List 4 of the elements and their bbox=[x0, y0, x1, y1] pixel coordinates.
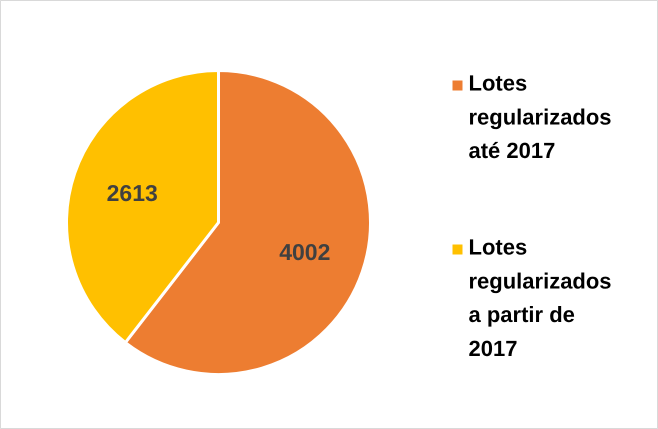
legend-label: Lotes regularizados a partir de 2017 bbox=[468, 234, 612, 361]
data-label: 4002 bbox=[279, 239, 330, 266]
data-label: 2613 bbox=[106, 180, 158, 206]
legend-label: Lotes regularizados até 2017 bbox=[468, 70, 612, 163]
